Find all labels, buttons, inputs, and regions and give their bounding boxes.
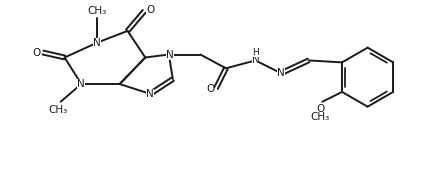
Text: CH₃: CH₃	[87, 6, 107, 16]
Text: O: O	[206, 84, 214, 94]
Text: N: N	[277, 68, 285, 78]
Text: CH₃: CH₃	[311, 112, 330, 122]
Text: CH₃: CH₃	[48, 105, 67, 115]
Text: N: N	[93, 38, 101, 48]
Text: O: O	[32, 47, 40, 58]
Text: N: N	[252, 55, 259, 65]
Text: N: N	[77, 79, 85, 89]
Text: N: N	[147, 89, 154, 99]
Text: O: O	[316, 104, 325, 114]
Text: H: H	[252, 48, 259, 57]
Text: N: N	[166, 50, 174, 60]
Text: O: O	[146, 5, 155, 15]
